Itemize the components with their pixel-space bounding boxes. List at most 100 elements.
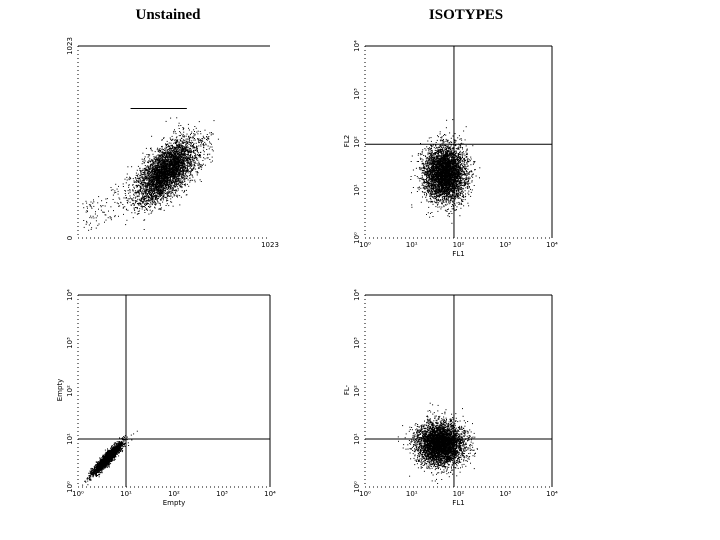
data-point (148, 168, 150, 170)
data-point (154, 178, 156, 180)
data-point (184, 173, 186, 175)
data-point (156, 162, 158, 164)
data-point (166, 151, 168, 152)
data-point (146, 189, 148, 191)
data-point (184, 157, 186, 159)
data-point (194, 161, 196, 163)
data-point (161, 186, 163, 188)
data-point (188, 155, 190, 157)
data-point (86, 202, 88, 204)
data-point (171, 156, 173, 158)
data-point (151, 199, 153, 201)
data-point (192, 146, 194, 148)
data-point (434, 182, 436, 183)
data-point (184, 177, 186, 179)
data-point (120, 202, 122, 204)
data-point (189, 164, 191, 166)
data-point (175, 169, 176, 171)
data-point (190, 170, 192, 172)
data-point (192, 164, 194, 166)
data-point (89, 205, 91, 207)
data-point (148, 213, 150, 215)
data-point (164, 155, 166, 156)
data-point (182, 177, 184, 179)
data-point (141, 193, 143, 195)
data-point (133, 186, 135, 188)
data-point (180, 150, 182, 152)
data-point (158, 175, 160, 176)
data-point (172, 168, 174, 170)
data-point (195, 168, 197, 170)
data-point (173, 148, 175, 150)
data-point (200, 155, 201, 157)
data-point (165, 193, 166, 194)
data-point (166, 173, 168, 175)
data-point (184, 163, 186, 165)
data-point (174, 148, 176, 150)
data-point (189, 181, 191, 183)
data-point (192, 159, 194, 161)
data-point (159, 163, 161, 164)
data-point (148, 165, 150, 167)
data-point (163, 166, 164, 168)
data-point (123, 213, 124, 215)
data-point (187, 154, 189, 156)
data-point (172, 167, 174, 169)
data-point (190, 170, 192, 172)
data-point (468, 186, 470, 187)
data-point (170, 184, 172, 186)
data-point (169, 155, 171, 157)
data-point (182, 149, 184, 151)
data-point (172, 193, 174, 195)
data-point (142, 192, 144, 194)
data-point (183, 156, 185, 158)
data-point (184, 170, 186, 172)
data-point (199, 139, 201, 141)
data-point (151, 180, 153, 182)
data-point (179, 184, 181, 186)
data-point (175, 139, 177, 141)
data-point (180, 159, 182, 161)
data-point (192, 179, 194, 181)
data-point (146, 166, 148, 168)
data-point (156, 173, 158, 175)
data-point (167, 171, 169, 173)
data-point (178, 166, 180, 168)
data-point (174, 172, 176, 174)
data-point (156, 188, 158, 190)
data-point (184, 159, 186, 161)
data-point (160, 191, 162, 193)
data-point (179, 143, 181, 145)
data-point (116, 188, 118, 190)
data-point (176, 173, 178, 175)
data-point (172, 149, 174, 151)
data-point (170, 157, 172, 159)
data-point (154, 163, 156, 165)
data-point (137, 173, 139, 175)
data-point (197, 148, 198, 150)
data-point (166, 154, 168, 156)
data-point (197, 138, 198, 140)
data-point (459, 192, 461, 194)
data-point (183, 127, 184, 129)
data-point (144, 171, 146, 173)
data-point (181, 152, 183, 153)
data-point (180, 182, 182, 184)
data-point (161, 170, 163, 172)
data-point (137, 165, 139, 167)
data-point (147, 184, 149, 186)
data-point (169, 175, 171, 177)
data-point (165, 171, 167, 172)
data-point (178, 172, 180, 174)
data-point (175, 133, 177, 135)
data-point (185, 148, 187, 150)
data-point (159, 160, 161, 162)
data-point (175, 142, 177, 144)
data-point (178, 165, 180, 167)
data-point (152, 191, 153, 193)
data-point (168, 172, 170, 173)
data-point (156, 193, 158, 195)
data-point (163, 137, 165, 139)
data-point (181, 157, 182, 159)
data-points (410, 119, 481, 224)
